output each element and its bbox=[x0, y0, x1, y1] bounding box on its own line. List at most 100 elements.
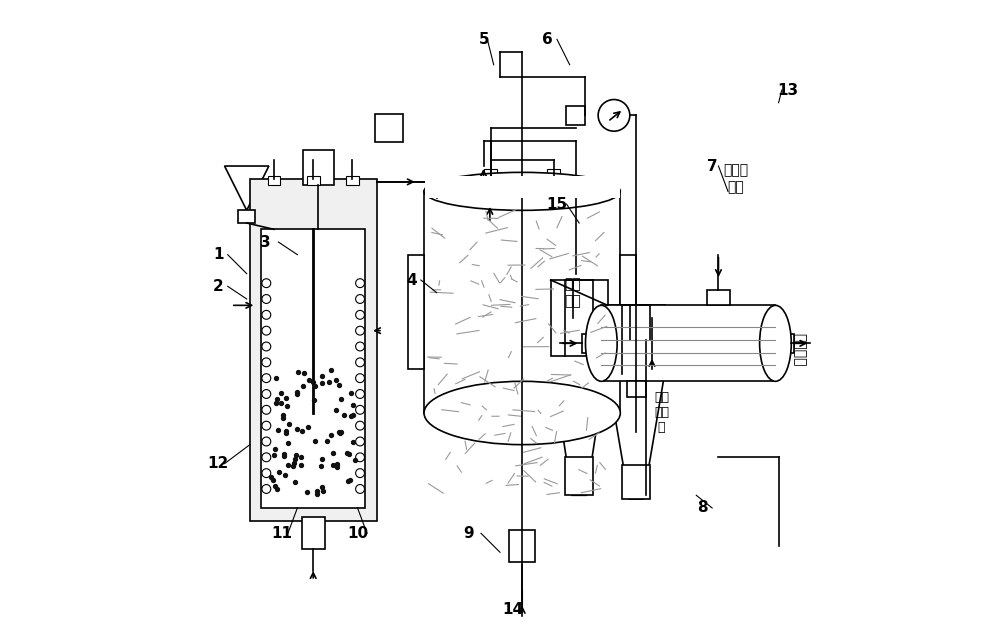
FancyBboxPatch shape bbox=[302, 518, 325, 549]
Text: 5: 5 bbox=[479, 32, 489, 47]
Circle shape bbox=[356, 469, 364, 478]
Circle shape bbox=[356, 358, 364, 367]
FancyBboxPatch shape bbox=[375, 114, 403, 142]
Point bbox=[347, 455, 363, 465]
Point bbox=[289, 389, 305, 399]
Circle shape bbox=[262, 358, 271, 367]
Point bbox=[314, 482, 330, 492]
FancyBboxPatch shape bbox=[551, 280, 608, 356]
Point bbox=[273, 398, 289, 408]
Text: 2: 2 bbox=[213, 279, 224, 294]
FancyBboxPatch shape bbox=[547, 169, 560, 179]
Point bbox=[269, 484, 285, 494]
Text: 1: 1 bbox=[213, 247, 223, 262]
Point bbox=[306, 394, 322, 404]
FancyBboxPatch shape bbox=[707, 289, 730, 305]
FancyBboxPatch shape bbox=[622, 465, 650, 499]
Point bbox=[331, 427, 347, 437]
Point bbox=[309, 489, 325, 499]
Point bbox=[295, 381, 311, 391]
FancyBboxPatch shape bbox=[238, 211, 255, 223]
Circle shape bbox=[262, 469, 271, 478]
Circle shape bbox=[356, 342, 364, 351]
Text: 8: 8 bbox=[697, 501, 708, 515]
Polygon shape bbox=[608, 374, 665, 499]
Circle shape bbox=[356, 421, 364, 430]
FancyBboxPatch shape bbox=[565, 457, 593, 495]
Circle shape bbox=[356, 405, 364, 414]
Text: 4: 4 bbox=[406, 272, 417, 287]
Point bbox=[307, 381, 323, 391]
FancyBboxPatch shape bbox=[425, 176, 620, 198]
Point bbox=[268, 398, 284, 408]
Point bbox=[343, 411, 359, 422]
Text: 6: 6 bbox=[542, 32, 553, 47]
Point bbox=[269, 394, 285, 404]
Circle shape bbox=[262, 374, 271, 383]
Point bbox=[278, 427, 294, 438]
Text: 导热
油出
口: 导热 油出 口 bbox=[654, 392, 669, 434]
Point bbox=[268, 373, 284, 383]
Point bbox=[281, 419, 297, 429]
FancyBboxPatch shape bbox=[566, 106, 585, 125]
Point bbox=[339, 448, 355, 458]
FancyBboxPatch shape bbox=[509, 530, 535, 562]
Point bbox=[267, 444, 283, 454]
FancyBboxPatch shape bbox=[261, 230, 365, 508]
Point bbox=[296, 368, 312, 378]
Circle shape bbox=[356, 294, 364, 303]
Circle shape bbox=[380, 123, 390, 133]
Point bbox=[325, 460, 341, 470]
Point bbox=[305, 377, 321, 387]
FancyBboxPatch shape bbox=[250, 179, 377, 521]
Ellipse shape bbox=[760, 305, 791, 382]
Circle shape bbox=[356, 437, 364, 446]
Point bbox=[328, 375, 344, 385]
Point bbox=[278, 392, 294, 403]
Point bbox=[271, 467, 287, 477]
Text: 15: 15 bbox=[546, 197, 568, 212]
Point bbox=[342, 475, 358, 485]
Text: 9: 9 bbox=[463, 526, 474, 541]
Point bbox=[328, 405, 344, 415]
Point bbox=[299, 487, 315, 497]
Circle shape bbox=[262, 421, 271, 430]
Circle shape bbox=[262, 279, 271, 287]
Point bbox=[277, 470, 293, 480]
Circle shape bbox=[262, 437, 271, 446]
Point bbox=[329, 462, 345, 473]
Point bbox=[323, 366, 339, 376]
Point bbox=[275, 413, 291, 423]
FancyBboxPatch shape bbox=[346, 176, 359, 185]
Ellipse shape bbox=[424, 172, 620, 211]
Point bbox=[332, 428, 348, 438]
Text: 导热油
入口: 导热油 入口 bbox=[723, 163, 748, 194]
Polygon shape bbox=[225, 166, 269, 211]
FancyBboxPatch shape bbox=[484, 169, 497, 179]
Circle shape bbox=[389, 123, 399, 133]
Point bbox=[276, 451, 292, 461]
Point bbox=[336, 410, 352, 420]
Point bbox=[289, 424, 305, 434]
Circle shape bbox=[356, 279, 364, 287]
Point bbox=[315, 487, 331, 497]
Point bbox=[309, 485, 325, 495]
Point bbox=[289, 387, 305, 397]
Point bbox=[280, 438, 296, 448]
Circle shape bbox=[262, 310, 271, 319]
FancyBboxPatch shape bbox=[424, 191, 620, 413]
Circle shape bbox=[262, 390, 271, 398]
Circle shape bbox=[598, 100, 630, 131]
Point bbox=[314, 371, 330, 381]
Ellipse shape bbox=[424, 382, 620, 445]
Point bbox=[314, 378, 330, 388]
Text: 烟气
入口: 烟气 入口 bbox=[564, 277, 581, 308]
Point bbox=[319, 436, 335, 446]
Point bbox=[278, 425, 294, 436]
Point bbox=[333, 427, 349, 438]
Circle shape bbox=[262, 294, 271, 303]
Point bbox=[325, 448, 341, 459]
Point bbox=[293, 460, 309, 470]
Point bbox=[275, 410, 291, 420]
Circle shape bbox=[262, 405, 271, 414]
